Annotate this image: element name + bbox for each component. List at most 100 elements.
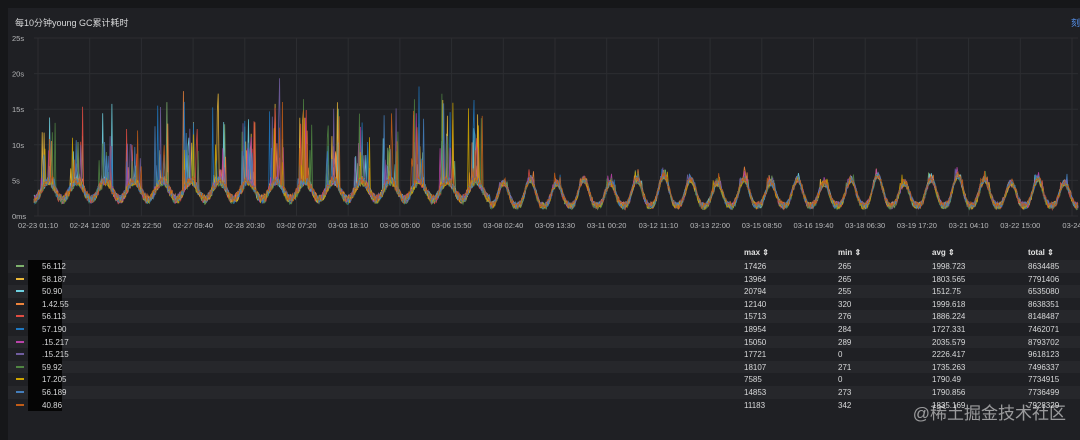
y-tick-label: 20s xyxy=(12,70,24,79)
series-avg: 1886.224 xyxy=(932,312,966,322)
series-total: 9618123 xyxy=(1028,350,1060,360)
series-min: 255 xyxy=(838,287,852,297)
series-max: 18954 xyxy=(744,324,767,334)
legend-header: max ⇕ min ⇕ avg ⇕ total ⇕ xyxy=(8,244,1080,260)
legend-row[interactable]: .15.217 15050 289 2035.579 8793702 xyxy=(8,335,1080,349)
series-max: 13964 xyxy=(744,274,767,284)
series-name[interactable]: 59.92 xyxy=(42,362,63,372)
series-color-swatch xyxy=(16,290,24,293)
legend-header-total[interactable]: total ⇕ xyxy=(1028,248,1054,257)
x-tick-label: 03-11 00:20 xyxy=(587,221,626,230)
legend-row[interactable]: 56.113 15713 276 1886.224 8148487 xyxy=(8,310,1080,323)
x-tick-label: 03-19 17:20 xyxy=(897,221,937,230)
series-line xyxy=(33,86,1079,210)
series-avg: 2226.417 xyxy=(932,350,966,360)
series-name[interactable]: 58.187 xyxy=(42,274,67,284)
series-name[interactable]: 1.42.55 xyxy=(42,299,69,309)
series-max: 17426 xyxy=(744,262,767,271)
x-tick-label: 03-08 02:40 xyxy=(483,221,523,230)
legend-row[interactable]: 59.92 18107 271 1735.263 7496337 xyxy=(8,360,1080,374)
legend-row[interactable]: 56.189 14853 273 1790.856 7736499 xyxy=(8,385,1080,399)
series-min: 0 xyxy=(838,375,843,385)
watermark: @稀土掘金技术社区 xyxy=(912,404,1066,423)
redacted-host-mask xyxy=(28,335,62,349)
panel-link[interactable]: 刻 xyxy=(1070,18,1080,28)
series-color-swatch xyxy=(16,277,24,280)
series-total: 7496337 xyxy=(1028,362,1060,372)
series-color-swatch xyxy=(16,327,24,330)
legend-header-avg[interactable]: avg ⇕ xyxy=(932,248,955,257)
series-avg: 1790.856 xyxy=(932,387,966,397)
x-tick-label: 02-27 09:40 xyxy=(173,221,213,230)
series-avg: 1735.263 xyxy=(932,362,966,372)
x-tick-label: 03-12 11:10 xyxy=(639,221,678,230)
series-name[interactable]: 56.112 xyxy=(42,262,66,271)
series-color-swatch xyxy=(16,315,24,318)
legend-row[interactable]: 57.190 18954 284 1727.331 7462071 xyxy=(8,322,1080,336)
x-tick-label: 02-23 01:10 xyxy=(18,221,58,230)
x-tick-label: 03-16 19:40 xyxy=(793,221,833,230)
series-min: 320 xyxy=(838,299,852,309)
series-color-swatch xyxy=(16,365,24,368)
series-min: 276 xyxy=(838,312,852,322)
redacted-host-mask xyxy=(28,322,62,336)
series-color-swatch xyxy=(16,340,24,343)
series-max: 18107 xyxy=(744,362,767,372)
series-name[interactable]: 40.86 xyxy=(42,400,63,410)
series-min: 273 xyxy=(838,387,852,397)
series-total: 8793702 xyxy=(1028,337,1060,347)
series-color-swatch xyxy=(16,353,24,356)
series-avg: 2035.579 xyxy=(932,337,966,347)
y-tick-label: 5s xyxy=(12,176,20,185)
legend-row[interactable]: 17.205 7585 0 1790.49 7734915 xyxy=(8,373,1080,386)
series-name[interactable]: 17.205 xyxy=(42,375,67,385)
series-min: 0 xyxy=(838,350,843,360)
y-tick-label: 0ms xyxy=(12,212,26,221)
x-tick-label: 02-25 22:50 xyxy=(121,221,161,230)
series-name[interactable]: 56.113 xyxy=(42,312,66,322)
legend-row[interactable]: 40.86 11183 342 1835.169 7928329 xyxy=(8,398,1080,412)
series-total: 6535080 xyxy=(1028,287,1060,297)
legend-row[interactable]: .15.215 17721 0 2226.417 9618123 xyxy=(8,348,1080,361)
series-max: 15713 xyxy=(744,312,767,322)
legend-header-min[interactable]: min ⇕ xyxy=(838,248,862,257)
series-max: 7585 xyxy=(744,375,762,385)
x-tick-label: 03-09 13:30 xyxy=(535,221,575,230)
series-avg: 1512.75 xyxy=(932,287,961,297)
series-min: 265 xyxy=(838,274,852,284)
series-avg: 1835.169 xyxy=(932,400,966,410)
series-name[interactable]: .15.215 xyxy=(42,350,69,360)
series-name[interactable]: 50.90 xyxy=(42,287,63,297)
series-avg: 1999.618 xyxy=(932,299,966,309)
panel-title[interactable]: 每10分钟young GC累计耗时 xyxy=(15,18,129,28)
series-total: 7791406 xyxy=(1028,274,1060,284)
legend-row[interactable]: 58.187 13964 265 1803.565 7791406 xyxy=(8,272,1080,286)
x-tick-label: 03-02 07:20 xyxy=(276,221,316,230)
legend-row[interactable]: 50.90 20794 255 1512.75 6535080 xyxy=(8,285,1080,298)
series-name[interactable]: 57.190 xyxy=(42,324,67,334)
series-max: 14853 xyxy=(744,387,767,397)
redacted-host-mask xyxy=(28,373,62,386)
series-line xyxy=(33,78,1079,210)
graph-panel: 每10分钟young GC累计耗时 刻 25s 20s 15s 10s 5s 0ms 02-… xyxy=(8,8,1080,440)
series-min: 284 xyxy=(838,324,852,334)
legend-row[interactable]: 1.42.55 12140 320 1999.618 8638351 xyxy=(8,297,1080,311)
redacted-host-mask xyxy=(28,348,62,361)
series-max: 11183 xyxy=(744,400,766,410)
series-avg: 1998.723 xyxy=(932,262,966,271)
series-name[interactable]: .15.217 xyxy=(42,337,69,347)
series-color-swatch xyxy=(16,378,24,381)
series-total: 7736499 xyxy=(1028,387,1060,397)
series-min: 289 xyxy=(838,337,852,347)
series-color-swatch xyxy=(16,265,24,267)
series-name[interactable]: 56.189 xyxy=(42,387,67,397)
legend-row[interactable]: 56.112 17426 265 1998.723 8634485 xyxy=(8,260,1080,273)
legend-rows: 56.112 17426 265 1998.723 8634485 58.187 13964… xyxy=(8,260,1080,412)
x-tick-label: 02-24 12:00 xyxy=(70,221,110,230)
legend-header-max[interactable]: max ⇕ xyxy=(744,248,769,257)
series-total: 8148487 xyxy=(1028,312,1060,322)
series-max: 15050 xyxy=(744,337,767,347)
series-total: 8634485 xyxy=(1028,262,1060,271)
x-tick-label: 03-15 08:50 xyxy=(742,221,782,230)
